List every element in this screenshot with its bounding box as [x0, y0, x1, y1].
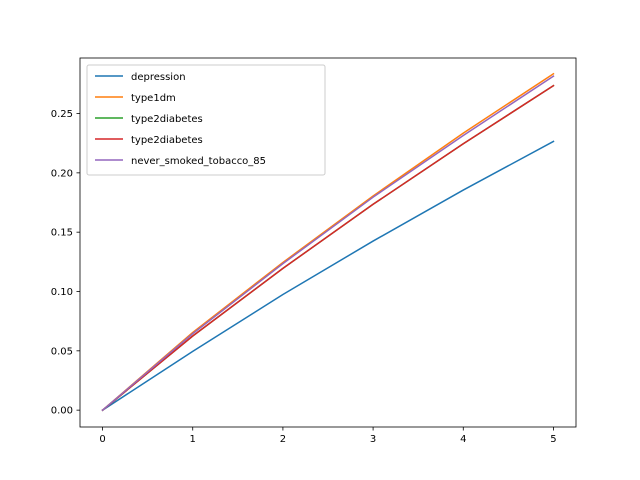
y-tick-label: 0.15 [51, 228, 73, 239]
y-tick-label: 0.25 [51, 109, 73, 120]
series-line-1 [101, 140, 555, 412]
axes-frame [79, 57, 577, 428]
legend-label: type1dm [131, 93, 176, 104]
series-line-4 [101, 84, 555, 412]
series-layer [101, 72, 555, 412]
series-line-5 [101, 75, 555, 412]
x-tick-label: 3 [370, 434, 376, 445]
y-tick-label: 0.00 [51, 406, 73, 417]
x-tick-label: 1 [190, 434, 196, 445]
x-tick-label: 2 [280, 434, 286, 445]
legend-label: type2diabetes [131, 135, 203, 146]
x-tick-label: 0 [99, 434, 105, 445]
legend: depression type1dm type2diabetes type2diabe… [86, 64, 326, 176]
y-tick-label: 0.20 [51, 168, 73, 179]
y-tick-label: 0.05 [51, 346, 73, 357]
legend-label: depression [131, 72, 186, 83]
legend-box [86, 64, 326, 176]
legend-label: type2diabetes [131, 114, 203, 125]
axes-layer: 0 1 2 3 4 5 0.00 0.05 0.10 0.15 0.20 0.25 [51, 57, 577, 445]
y-tick-label: 0.10 [51, 287, 73, 298]
legend-label: never_smoked_tobacco_85 [131, 156, 266, 167]
x-tick-label: 4 [460, 434, 466, 445]
x-tick-label: 5 [550, 434, 556, 445]
